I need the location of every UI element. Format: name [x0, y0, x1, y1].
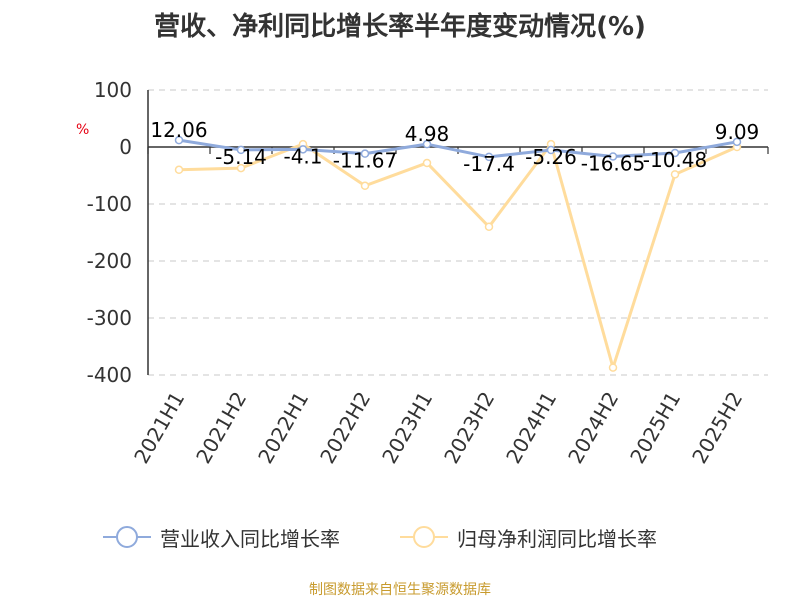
data-point-1: [174, 165, 184, 175]
y-tick-label: 100: [94, 78, 132, 102]
data-point-0: [298, 145, 308, 154]
y-tick-label: -200: [87, 249, 132, 273]
data-point-0: [360, 149, 370, 158]
legend-item-revenue[interactable]: 营业收入同比增长率: [102, 520, 340, 554]
data-label: -5.14: [215, 145, 267, 169]
data-point-1: [608, 363, 618, 372]
x-tick-label: 2022H1: [253, 388, 313, 468]
data-label: 9.09: [715, 120, 760, 144]
legend-item-net-profit[interactable]: 归母净利润同比增长率: [399, 520, 657, 554]
legend-label-net-profit: 归母净利润同比增长率: [457, 526, 657, 551]
data-label: -5.26: [525, 145, 577, 169]
data-point-0: [732, 137, 742, 147]
x-tick-label: 2024H1: [501, 388, 561, 468]
data-point-0: [236, 145, 246, 155]
y-tick-label: 0: [119, 135, 132, 159]
series-line-1: [178, 142, 738, 370]
data-source-note: 制图数据来自恒生聚源数据库: [309, 582, 491, 598]
data-point-0: [546, 145, 556, 155]
x-tick-label: 2023H2: [439, 388, 499, 468]
chart-title: 营收、净利同比增长率半年度变动情况(%): [154, 12, 646, 42]
legend-label-revenue: 营业收入同比增长率: [160, 526, 340, 551]
legend-marker-revenue: [103, 526, 151, 548]
data-label: -16.65: [581, 151, 645, 175]
data-point-1: [484, 222, 494, 232]
data-label: -17.4: [463, 152, 515, 176]
y-axis-unit: %: [76, 122, 90, 138]
x-tick-label: 2025H2: [687, 388, 747, 468]
y-tick-label: -300: [87, 306, 132, 330]
x-tick-label: 2023H1: [377, 388, 437, 468]
legend-marker-net-profit: [400, 526, 448, 548]
x-tick-label: 2021H2: [191, 388, 251, 468]
data-point-1: [236, 163, 246, 173]
data-point-0: [670, 148, 680, 158]
data-label: -10.48: [643, 148, 707, 172]
chart-legend: 营业收入同比增长率 归母净利润同比增长率: [0, 520, 800, 554]
x-tick-label: 2025H1: [625, 388, 685, 468]
data-point-0: [174, 135, 184, 145]
data-point-1: [422, 158, 432, 168]
x-tick-label: 2021H1: [129, 388, 189, 468]
data-point-0: [422, 139, 432, 149]
data-label: 4.98: [405, 122, 450, 146]
x-tick-label: 2022H2: [315, 388, 375, 468]
data-label: -11.67: [333, 149, 397, 173]
series-line-0: [178, 138, 738, 159]
x-tick-label: 2024H2: [563, 388, 623, 468]
data-point-0: [484, 152, 494, 162]
data-point-1: [360, 181, 370, 191]
data-label: -4.1: [283, 144, 322, 168]
data-point-1: [670, 170, 680, 179]
y-tick-label: -100: [87, 192, 132, 216]
y-tick-label: -400: [87, 363, 132, 387]
data-label: 12.06: [150, 118, 207, 142]
data-point-0: [608, 152, 618, 161]
